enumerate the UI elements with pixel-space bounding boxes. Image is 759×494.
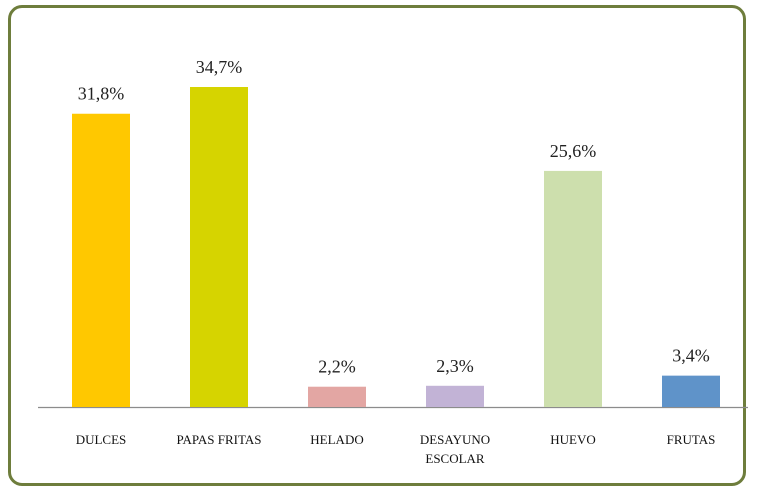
x-tick-label: DULCES (75, 432, 127, 447)
bar (72, 113, 130, 407)
value-label: 34,7% (196, 57, 243, 77)
x-tick-label: DESAYUNO ESCOLAR (419, 432, 491, 466)
x-tick-label: HELADO (310, 432, 364, 447)
bar (190, 87, 248, 407)
value-label: 25,6% (550, 141, 597, 161)
value-label: 3,4% (672, 346, 710, 366)
bar (662, 375, 720, 407)
value-label: 2,2% (318, 357, 356, 377)
chart-frame (8, 5, 746, 486)
value-label: 31,8% (78, 84, 125, 104)
x-tick-label: PAPAS FRITAS (176, 432, 262, 447)
bar (308, 386, 366, 407)
value-label: 2,3% (436, 356, 474, 376)
bar (426, 385, 484, 407)
x-tick-label: HUEVO (550, 432, 596, 447)
bar (544, 170, 602, 407)
x-tick-label: FRUTAS (666, 432, 716, 447)
